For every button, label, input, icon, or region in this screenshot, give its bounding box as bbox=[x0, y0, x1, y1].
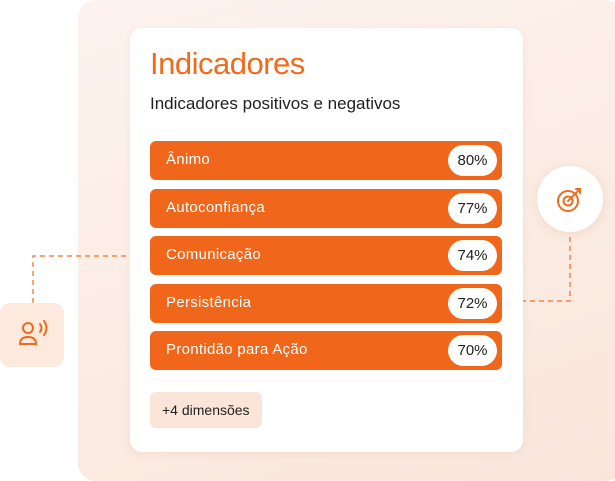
subtitle: Indicadores positivos e negativos bbox=[150, 94, 401, 113]
indicator-value: 74% bbox=[448, 240, 497, 271]
indicator-label: Comunicação bbox=[166, 246, 262, 263]
indicator-label: Ânimo bbox=[166, 151, 211, 168]
indicator-label: Autoconfiança bbox=[166, 198, 265, 216]
indicator-row: Persistência 72% bbox=[150, 283, 502, 323]
more-button[interactable]: +4 dimensões bbox=[150, 392, 262, 428]
indicator-label: Prontidão para Ação bbox=[166, 341, 308, 358]
indicator-value: 77% bbox=[448, 192, 497, 224]
indicator-row: Prontidão para Ação 70% bbox=[150, 331, 502, 370]
indicator-value: 72% bbox=[448, 287, 497, 319]
indicator-row: Autoconfiança 77% bbox=[150, 188, 502, 228]
title: Indicadores bbox=[150, 46, 305, 81]
indicator-value: 70% bbox=[448, 335, 497, 366]
indicator-row: Comunicação 74% bbox=[150, 236, 502, 275]
indicator-label: Persistência bbox=[166, 293, 252, 311]
indicator-value: 80% bbox=[448, 145, 497, 176]
card: Indicadores Indicadores positivos e nega… bbox=[130, 28, 523, 452]
indicator-row: Ânimo 80% bbox=[150, 141, 502, 180]
